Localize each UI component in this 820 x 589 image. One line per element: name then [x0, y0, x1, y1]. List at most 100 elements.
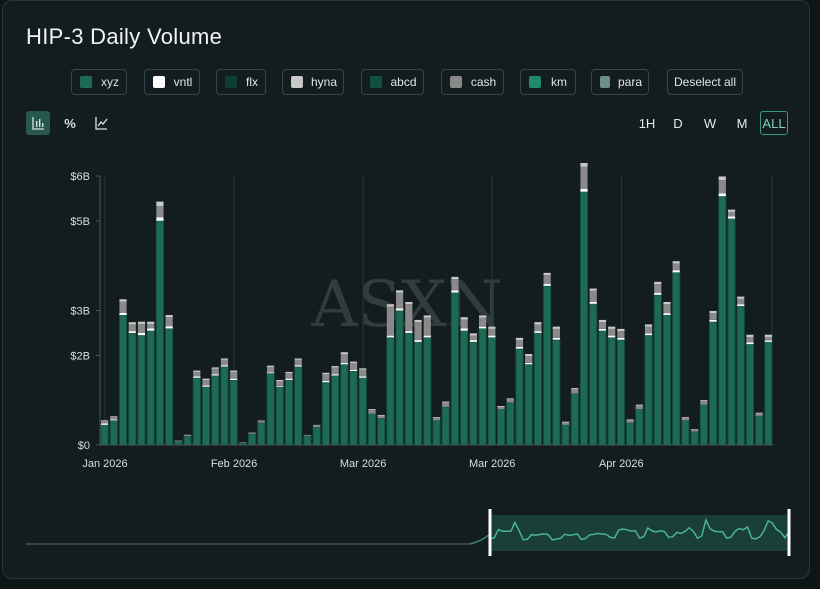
bar-segment-hyna: [534, 322, 542, 325]
bar-segment-vntl: [110, 419, 118, 421]
timeframe-1h[interactable]: 1H: [638, 115, 656, 131]
bar-segment-xyz: [469, 341, 478, 446]
bar-segment-hyna: [101, 420, 109, 422]
legend-item-abcd[interactable]: abcd: [361, 69, 424, 95]
bar-segment-hyna: [110, 416, 118, 418]
bar-segment-xyz: [257, 422, 266, 446]
bar-segment-cash: [174, 440, 182, 442]
bar-segment-xyz: [450, 292, 460, 446]
bar-segment-vntl: [285, 378, 293, 380]
bar-segment-xyz: [340, 363, 349, 446]
y-tick-label: $2B: [70, 350, 90, 362]
line-chart-icon[interactable]: [89, 111, 113, 135]
bar-segment-vntl: [414, 340, 422, 342]
legend-item-flx[interactable]: flx: [216, 69, 266, 95]
legend-swatch: [450, 76, 462, 88]
bar-segment-cash: [340, 353, 348, 363]
bar-segment-vntl: [230, 378, 238, 380]
bar-segment-vntl: [396, 308, 404, 311]
bar-segment-xyz: [303, 435, 312, 446]
y-tick-label: $3B: [70, 306, 90, 318]
bar-segment-cash: [396, 292, 404, 309]
timeframe-m[interactable]: M: [736, 115, 748, 131]
bar-segment-xyz: [413, 341, 423, 446]
bar-segment-xyz: [155, 220, 165, 446]
legend-item-para[interactable]: para: [591, 69, 649, 95]
bar-segment-vntl: [202, 385, 210, 387]
bar-segment-xyz: [662, 314, 672, 446]
bar-segment-xyz: [672, 271, 681, 446]
legend-swatch: [225, 76, 237, 88]
navigator-line: [489, 517, 790, 541]
bar-segment-xyz: [100, 424, 109, 446]
bar-segment-vntl: [709, 319, 717, 322]
bar-segment-vntl: [101, 423, 109, 425]
legend-item-cash[interactable]: cash: [441, 69, 504, 95]
legend-item-km[interactable]: km: [520, 69, 576, 95]
bar-segment-cash: [663, 304, 671, 314]
bar-segment-hyna: [654, 281, 662, 285]
percent-icon[interactable]: %: [64, 115, 76, 131]
bar-segment-vntl: [746, 342, 754, 345]
bar-segment-xyz: [294, 366, 303, 446]
bar-segment-cash: [534, 324, 542, 332]
timeframe-d[interactable]: D: [673, 115, 683, 131]
bar-segment-hyna: [202, 378, 210, 380]
bar-segment-vntl: [654, 293, 662, 295]
bar-segment-xyz: [266, 372, 275, 446]
bar-segment-xyz: [367, 413, 377, 446]
page-title: HIP-3 Daily Volume: [26, 24, 223, 49]
legend-label: flx: [246, 75, 258, 89]
bar-segment-cash: [349, 362, 358, 370]
bar-segment-cash: [644, 326, 653, 334]
bar-segment-cash: [110, 417, 118, 420]
bar-segment-cash: [202, 379, 210, 386]
bar-segment-hyna: [331, 366, 339, 368]
bar-segment-cash: [608, 328, 616, 336]
bar-segment-cash: [165, 317, 173, 327]
bar-segment-vntl: [137, 332, 146, 336]
bar-segment-hyna: [405, 301, 413, 305]
bar-segment-cash: [239, 442, 247, 443]
bar-segment-hyna: [626, 419, 634, 421]
navigator-left-handle[interactable]: [488, 509, 492, 556]
navigator-right-handle[interactable]: [787, 509, 791, 556]
timeframe-w[interactable]: W: [703, 115, 717, 131]
bar-segment-vntl: [525, 362, 533, 365]
bar-chart-icon[interactable]: [26, 111, 50, 135]
bar-segment-vntl: [479, 326, 487, 329]
bar-segment-cash: [700, 401, 708, 405]
bar-segment-vntl: [322, 380, 330, 383]
bar-segment-vntl: [331, 374, 339, 376]
bar-segment-cash: [479, 317, 487, 327]
bar-segment-xyz: [589, 303, 598, 446]
legend-swatch: [291, 76, 303, 88]
legend-item-hyna[interactable]: hyna: [282, 69, 344, 95]
bar-segment-cash: [119, 301, 127, 313]
legend-swatch: [370, 76, 382, 88]
bar-segment-xyz: [478, 327, 487, 446]
bar-segment-hyna: [451, 276, 459, 280]
bar-segment-hyna: [727, 209, 736, 212]
bar-segment-vntl: [460, 328, 468, 331]
legend-label: cash: [470, 75, 497, 89]
bar-segment-xyz: [598, 330, 607, 446]
bar-segment-hyna: [617, 328, 625, 332]
bar-segment-vntl: [119, 312, 127, 315]
bar-segment-hyna: [442, 401, 450, 403]
timeframe-all[interactable]: ALL: [760, 111, 788, 135]
bar-segment-hyna: [479, 315, 487, 318]
legend-item-xyz[interactable]: xyz: [71, 69, 127, 95]
bar-segment-cash: [405, 304, 413, 332]
bar-segment-hyna: [147, 321, 155, 324]
bar-segment-hyna: [340, 352, 348, 354]
bar-segment-xyz: [626, 422, 635, 446]
bar-segment-vntl: [340, 362, 348, 365]
deselect-all-button[interactable]: Deselect all: [667, 69, 743, 95]
bar-segment-hyna: [746, 334, 754, 337]
bar-segment-hyna: [220, 358, 229, 360]
bar-segment-vntl: [156, 217, 164, 221]
legend-item-vntl[interactable]: vntl: [144, 69, 200, 95]
bar-segment-xyz: [284, 379, 294, 446]
bar-segment-hyna: [137, 321, 146, 324]
